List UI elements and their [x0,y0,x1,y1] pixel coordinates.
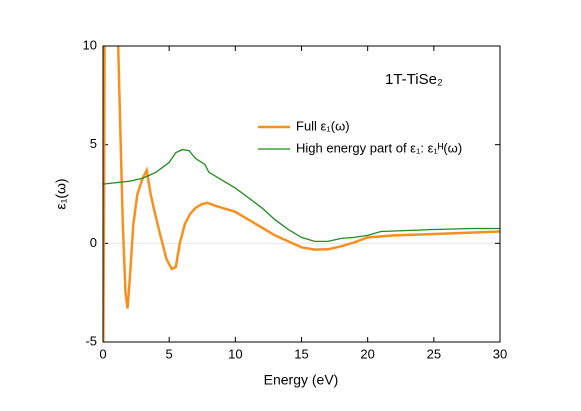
x-tick-label: 5 [166,346,173,361]
y-tick-label: -5 [85,333,97,348]
annotation: 1T-TiSe₂ [385,71,443,88]
y-tick-label: 0 [90,235,97,250]
x-tick-label: 25 [427,346,441,361]
series-line [103,148,500,243]
legend-label: Full ε₁(ω) [296,118,350,133]
y-tick-label: 5 [90,136,97,151]
series-line [103,46,500,342]
x-tick-label: 20 [360,346,374,361]
x-tick-label: 30 [493,346,507,361]
plot-lines [103,46,500,342]
legend-label: High energy part of ε₁: ε₁ᴴ(ω) [296,140,462,155]
plot-frame [102,45,501,343]
x-axis-label: Energy (eV) [264,372,339,388]
y-tick-label: 10 [83,37,97,52]
y-axis-label: ε₁(ω) [53,178,69,209]
x-tick-label: 0 [99,346,106,361]
x-tick-label: 15 [294,346,308,361]
x-tick-label: 10 [228,346,242,361]
